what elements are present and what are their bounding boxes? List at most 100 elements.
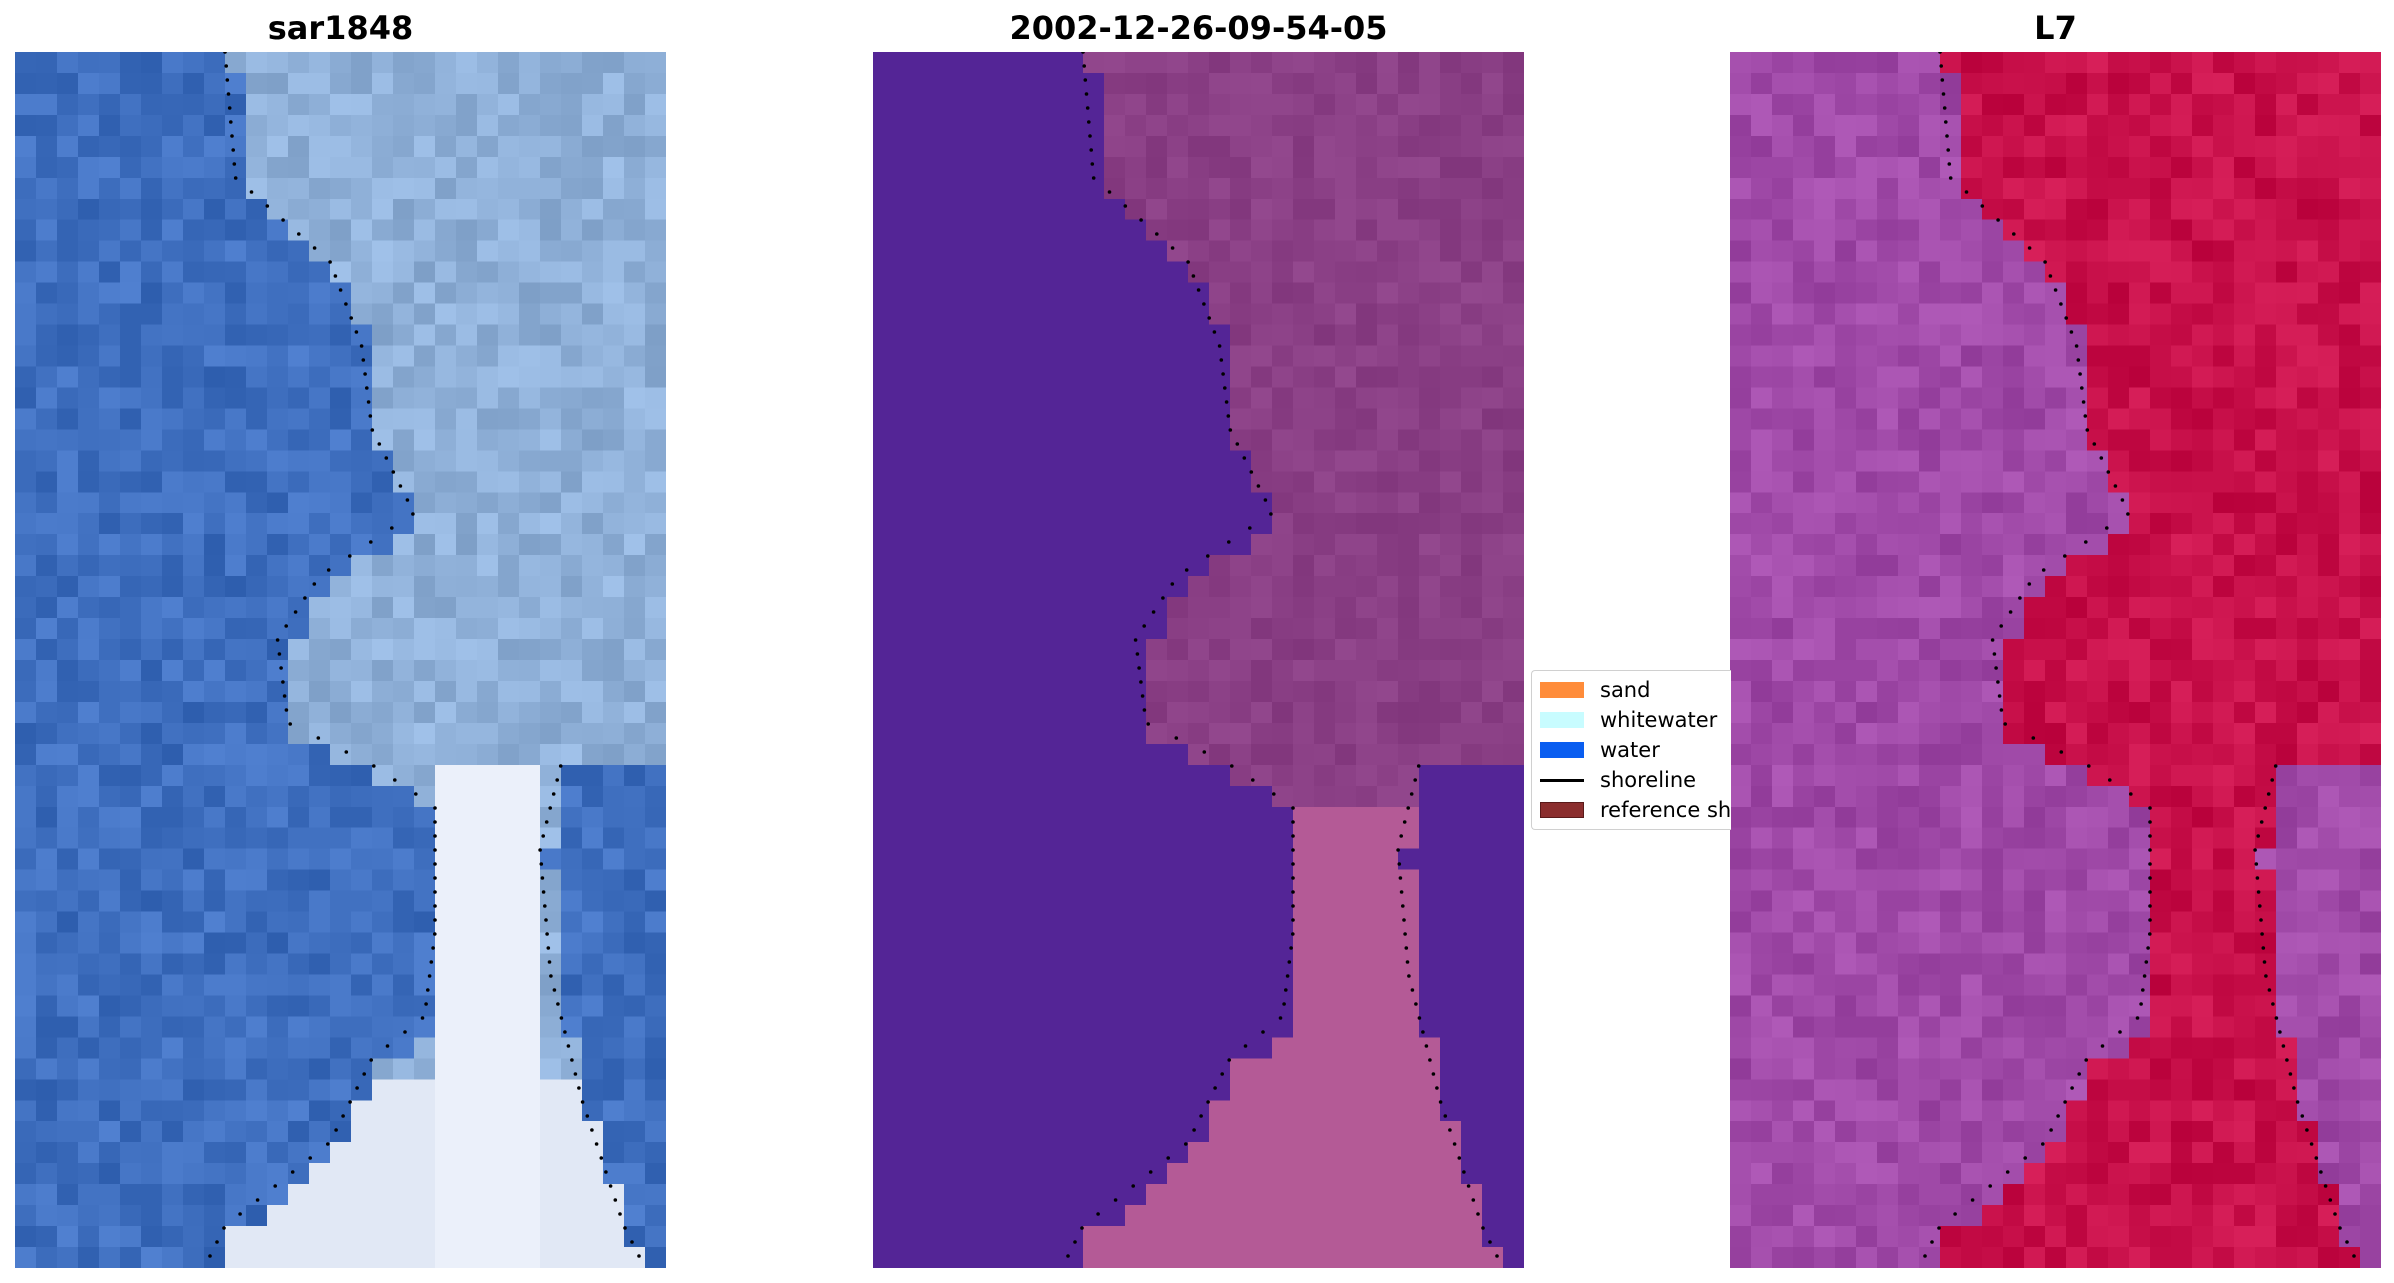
shoreline-dot — [2274, 1016, 2279, 1020]
shoreline-dot — [2262, 960, 2267, 964]
shoreline-dot — [1227, 1058, 1231, 1062]
shoreline-dot — [545, 932, 549, 936]
shoreline-dot — [1416, 764, 1421, 768]
shoreline-dot — [385, 1044, 390, 1048]
shoreline-dot — [637, 1254, 641, 1258]
shoreline-dot — [551, 792, 556, 796]
shoreline-dot — [1081, 52, 1085, 54]
shoreline-dot — [1481, 1226, 1485, 1230]
shoreline-dot — [556, 1002, 560, 1006]
shoreline-dot — [2278, 1030, 2282, 1034]
shoreline-dot — [548, 806, 552, 810]
shoreline-dot — [1994, 666, 1998, 670]
classified-raster — [873, 52, 1524, 1268]
shoreline-dot — [1082, 64, 1086, 68]
shoreline-dot — [1404, 946, 1409, 950]
shoreline-dot — [1089, 148, 1093, 152]
shoreline-dot — [1224, 400, 1229, 404]
shoreline-dot — [1291, 932, 1295, 936]
shoreline-dot — [1980, 204, 1985, 208]
shoreline-dot — [2256, 890, 2261, 894]
shoreline-dot — [1992, 652, 1997, 656]
shoreline-dot — [372, 764, 376, 768]
shoreline-dot — [2264, 974, 2268, 978]
shoreline-dot — [1476, 1212, 1480, 1216]
shoreline-dot — [370, 428, 375, 432]
shoreline-dot — [2031, 736, 2036, 740]
shoreline-dot — [1940, 78, 1945, 82]
shoreline-dot — [1999, 624, 2003, 628]
shoreline-dot — [411, 512, 415, 516]
shoreline-dot — [363, 372, 367, 376]
shoreline-dot — [1242, 456, 1247, 460]
shoreline-dot — [539, 862, 544, 866]
shoreline-dot — [2023, 1156, 2027, 1160]
shoreline-dot — [1403, 932, 1407, 936]
shoreline-dot — [1287, 960, 1292, 964]
shoreline-dot — [2288, 1072, 2293, 1076]
shoreline-dot — [2148, 820, 2152, 824]
shoreline-dot — [541, 834, 545, 838]
shoreline-dot — [570, 1058, 574, 1062]
shoreline-dot — [1083, 78, 1088, 82]
shoreline-dot — [544, 820, 549, 824]
shoreline-dot — [1228, 428, 1233, 432]
rgb-raster — [15, 52, 666, 1268]
shoreline-dot — [2063, 554, 2067, 558]
shoreline-dot — [1409, 792, 1414, 796]
shoreline-dot — [2063, 1100, 2067, 1104]
shoreline-dot — [2338, 1226, 2342, 1230]
shoreline-dot — [362, 1072, 367, 1076]
shoreline-dot — [312, 582, 317, 586]
shoreline-dot — [1996, 218, 2000, 222]
shoreline-dot — [1151, 610, 1156, 614]
legend-item-sand: sand — [1540, 675, 1650, 705]
shoreline-dot — [1407, 974, 1411, 978]
shoreline-dot — [559, 1016, 564, 1020]
shoreline-dot — [1221, 372, 1225, 376]
shoreline-dot — [1249, 470, 1254, 474]
shoreline-dot — [369, 540, 373, 544]
shoreline-dot — [2012, 232, 2016, 236]
shoreline-dot — [1291, 876, 1295, 880]
shoreline-dot — [577, 1086, 581, 1090]
shoreline-dot — [249, 190, 254, 194]
shoreline-dot — [1421, 1030, 1425, 1034]
shoreline-dot — [2027, 246, 2032, 250]
shoreline-dot — [1139, 218, 1143, 222]
shoreline-dot — [433, 806, 437, 810]
shoreline-dot — [2049, 1128, 2053, 1132]
shoreline-dot — [1291, 890, 1295, 894]
shoreline-dot — [1402, 820, 1407, 824]
shoreline-dot — [1146, 722, 1150, 726]
shoreline-dot — [1166, 1156, 1170, 1160]
shoreline-dot — [273, 1184, 278, 1188]
shoreline-dot — [1988, 1184, 1992, 1188]
shoreline-dot — [297, 232, 301, 236]
shoreline-dot — [215, 1240, 219, 1244]
shoreline-dot — [2083, 414, 2088, 418]
shoreline-dot — [613, 1198, 618, 1202]
shoreline-dot — [1084, 92, 1089, 96]
shoreline-dot — [229, 120, 233, 124]
shoreline-dot — [1123, 204, 1128, 208]
shoreline-dot — [2300, 1114, 2305, 1118]
shoreline-dot — [1999, 708, 2004, 712]
shoreline-dot — [1213, 1086, 1217, 1090]
shoreline-dot — [1923, 1254, 1927, 1258]
shoreline-dot — [2259, 918, 2263, 922]
shoreline-dot — [1133, 638, 1138, 642]
shoreline-dot — [290, 1170, 295, 1174]
shoreline-dot — [426, 988, 430, 992]
shoreline-dot — [1942, 106, 1947, 110]
shoreline-dot — [232, 162, 237, 166]
shoreline-dot — [2064, 316, 2068, 320]
shoreline-dot — [2148, 848, 2152, 852]
shoreline-dot — [433, 876, 437, 880]
shoreline-dot — [1142, 708, 1147, 712]
shoreline-dot — [1085, 106, 1090, 110]
shoreline-dot — [1207, 316, 1211, 320]
shoreline-dot — [1964, 190, 1969, 194]
shoreline-dot — [1186, 260, 1190, 264]
shoreline-dot — [1289, 946, 1293, 950]
